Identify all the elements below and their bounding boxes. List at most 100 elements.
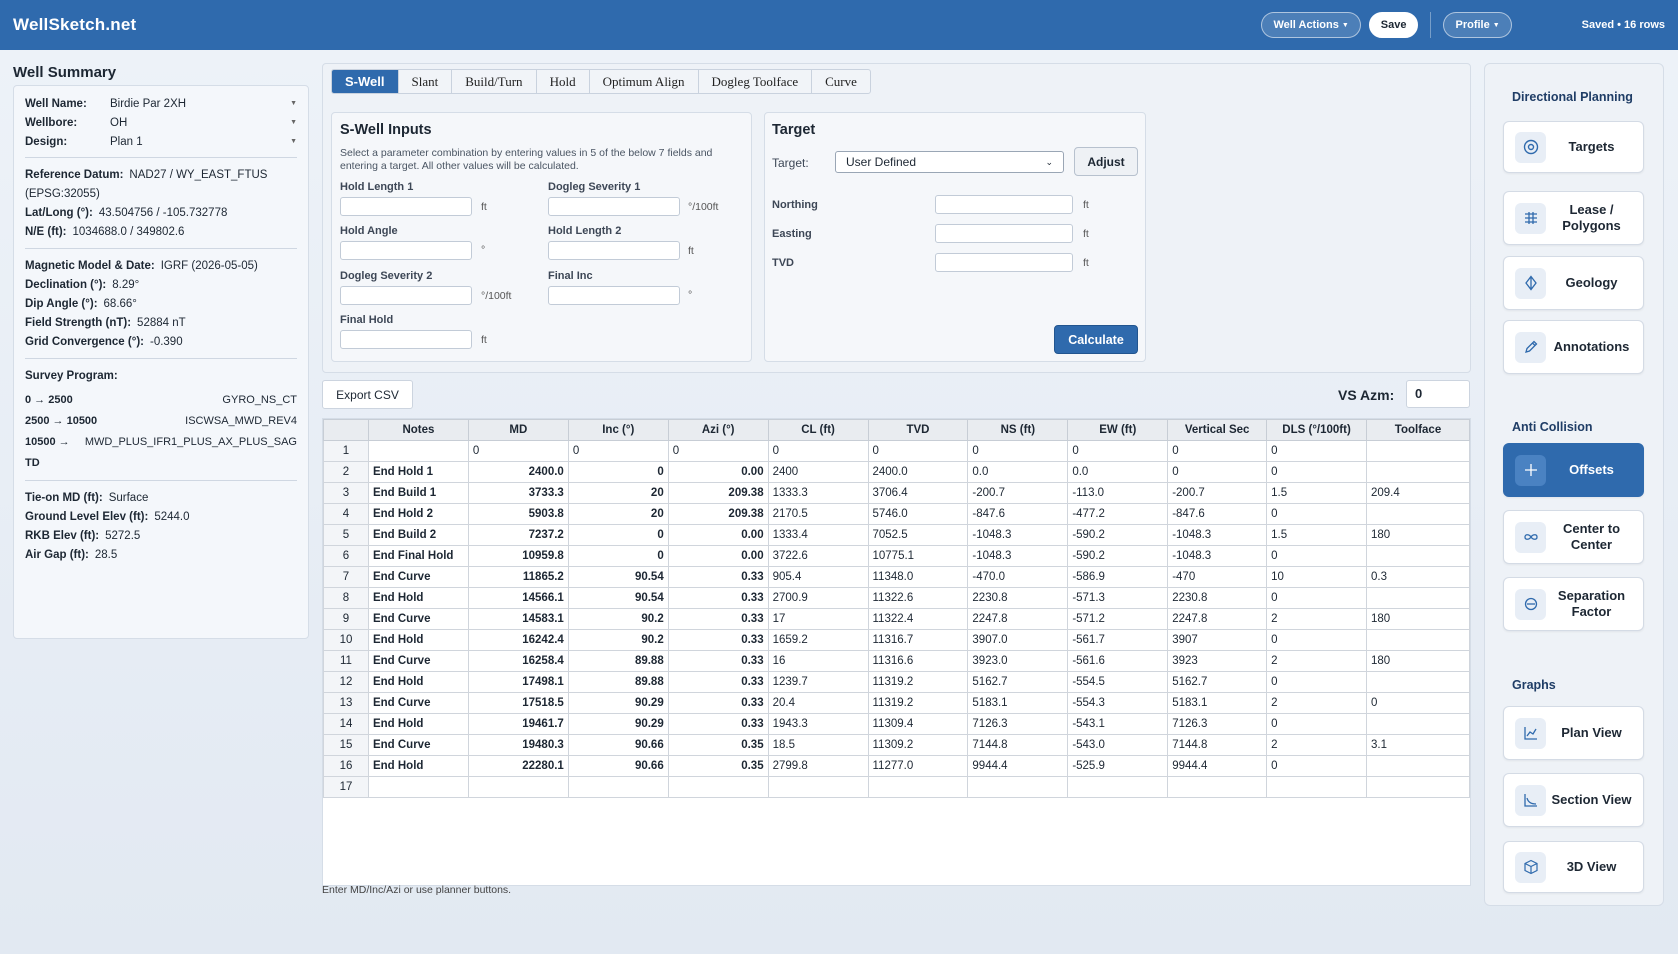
table-cell[interactable]: -477.2: [1067, 503, 1169, 525]
table-cell[interactable]: End Hold: [367, 671, 469, 693]
table-cell[interactable]: 0.33: [667, 608, 769, 630]
table-cell[interactable]: 9944.4: [967, 755, 1069, 777]
table-cell[interactable]: 0: [1167, 461, 1268, 483]
table-cell[interactable]: 0.00: [667, 545, 769, 567]
brand-logo[interactable]: WellSketch.net: [13, 15, 137, 34]
table-cell[interactable]: 3923: [1167, 650, 1268, 672]
separation-factor-button[interactable]: Separation Factor: [1503, 577, 1644, 631]
table-cell[interactable]: 0.33: [667, 629, 769, 651]
table-cell[interactable]: 2400: [767, 461, 869, 483]
table-cell[interactable]: 90.2: [567, 629, 669, 651]
section-view-button[interactable]: Section View: [1503, 773, 1644, 827]
table-cell[interactable]: -1048.3: [1167, 545, 1268, 567]
table-cell[interactable]: 11865.2: [467, 566, 569, 588]
table-cell[interactable]: 3907.0: [967, 629, 1069, 651]
tab-build-turn[interactable]: Build/Turn: [452, 70, 537, 93]
table-cell[interactable]: [1366, 755, 1470, 777]
table-cell[interactable]: 209.4: [1366, 482, 1470, 504]
table-cell[interactable]: 11316.7: [867, 629, 969, 651]
well-name-row[interactable]: Well Name: Birdie Par 2XH ▼: [25, 94, 297, 113]
table-cell[interactable]: 22280.1: [467, 755, 569, 777]
table-cell[interactable]: 2230.8: [1167, 587, 1268, 609]
dogleg-severity-1-input[interactable]: [548, 197, 680, 216]
tab-hold[interactable]: Hold: [537, 70, 590, 93]
table-cell[interactable]: 0: [1266, 587, 1367, 609]
table-cell[interactable]: [567, 776, 669, 798]
targets-button[interactable]: Targets: [1503, 121, 1644, 173]
table-cell[interactable]: 10775.1: [867, 545, 969, 567]
table-cell[interactable]: 1.5: [1266, 482, 1367, 504]
table-cell[interactable]: 2: [1266, 650, 1367, 672]
table-cell[interactable]: 0: [1266, 503, 1367, 525]
table-cell[interactable]: 0.33: [667, 587, 769, 609]
table-cell[interactable]: -590.2: [1067, 524, 1169, 546]
table-cell[interactable]: 0: [767, 440, 869, 462]
table-cell[interactable]: 5183.1: [967, 692, 1069, 714]
table-cell[interactable]: [367, 776, 469, 798]
table-cell[interactable]: -200.7: [967, 482, 1069, 504]
table-cell[interactable]: 3722.6: [767, 545, 869, 567]
lease-polygons-button[interactable]: Lease / Polygons: [1503, 191, 1644, 245]
table-cell[interactable]: [867, 776, 969, 798]
table-cell[interactable]: 5746.0: [867, 503, 969, 525]
table-cell[interactable]: 180: [1366, 650, 1470, 672]
table-cell[interactable]: End Hold 2: [367, 503, 469, 525]
table-cell[interactable]: [367, 440, 469, 462]
table-cell[interactable]: 3.1: [1366, 734, 1470, 756]
table-cell[interactable]: End Hold 1: [367, 461, 469, 483]
table-cell[interactable]: 2: [1266, 734, 1367, 756]
table-cell[interactable]: 0: [1366, 692, 1470, 714]
hold-length-2-input[interactable]: [548, 241, 680, 260]
table-cell[interactable]: -200.7: [1167, 482, 1268, 504]
save-button[interactable]: Save: [1368, 12, 1419, 38]
table-cell[interactable]: [1366, 671, 1470, 693]
offsets-button[interactable]: Offsets: [1503, 443, 1644, 497]
table-cell[interactable]: 209.38: [667, 503, 769, 525]
dogleg-severity-2-input[interactable]: [340, 286, 472, 305]
table-cell[interactable]: 90.29: [567, 692, 669, 714]
easting-input[interactable]: [935, 224, 1073, 243]
tab-curve[interactable]: Curve: [825, 73, 857, 89]
table-cell[interactable]: 0: [1167, 440, 1268, 462]
calculate-button[interactable]: Calculate: [1054, 325, 1138, 354]
table-cell[interactable]: 18.5: [767, 734, 869, 756]
table-cell[interactable]: 11319.2: [867, 692, 969, 714]
table-cell[interactable]: 1239.7: [767, 671, 869, 693]
survey-table-container[interactable]: Notes MD Inc (°) Azi (°) CL (ft) TVD NS (ft) EW…: [322, 418, 1471, 886]
table-cell[interactable]: 11322.4: [867, 608, 969, 630]
hold-length-1-input[interactable]: [340, 197, 472, 216]
table-cell[interactable]: 10959.8: [467, 545, 569, 567]
wellbore-row[interactable]: Wellbore: OH ▼: [25, 113, 297, 132]
table-cell[interactable]: -561.7: [1067, 629, 1169, 651]
table-cell[interactable]: 0.35: [667, 755, 769, 777]
table-cell[interactable]: End Curve: [367, 692, 469, 714]
table-cell[interactable]: -470.0: [967, 566, 1069, 588]
table-cell[interactable]: 11309.2: [867, 734, 969, 756]
table-cell[interactable]: End Curve: [367, 650, 469, 672]
table-cell[interactable]: 5183.1: [1167, 692, 1268, 714]
table-cell[interactable]: 16242.4: [467, 629, 569, 651]
final-inc-input[interactable]: [548, 286, 680, 305]
table-cell[interactable]: -1048.3: [967, 524, 1069, 546]
table-cell[interactable]: 1943.3: [767, 713, 869, 735]
table-cell[interactable]: [1366, 503, 1470, 525]
table-cell[interactable]: 0.00: [667, 461, 769, 483]
table-cell[interactable]: 11322.6: [867, 587, 969, 609]
table-cell[interactable]: [1366, 776, 1470, 798]
table-cell[interactable]: 7237.2: [467, 524, 569, 546]
table-cell[interactable]: -847.6: [1167, 503, 1268, 525]
table-cell[interactable]: -525.9: [1067, 755, 1169, 777]
table-cell[interactable]: End Final Hold: [367, 545, 469, 567]
table-cell[interactable]: 2247.8: [967, 608, 1069, 630]
table-cell[interactable]: 0.35: [667, 734, 769, 756]
table-cell[interactable]: 19480.3: [467, 734, 569, 756]
table-cell[interactable]: 0.33: [667, 692, 769, 714]
table-cell[interactable]: 0.33: [667, 650, 769, 672]
table-cell[interactable]: 2170.5: [767, 503, 869, 525]
northing-input[interactable]: [935, 195, 1073, 214]
table-cell[interactable]: 180: [1366, 524, 1470, 546]
table-cell[interactable]: 0: [1266, 755, 1367, 777]
table-cell[interactable]: 0: [1266, 671, 1367, 693]
table-cell[interactable]: 2: [1266, 692, 1367, 714]
table-cell[interactable]: 0.0: [1067, 461, 1169, 483]
